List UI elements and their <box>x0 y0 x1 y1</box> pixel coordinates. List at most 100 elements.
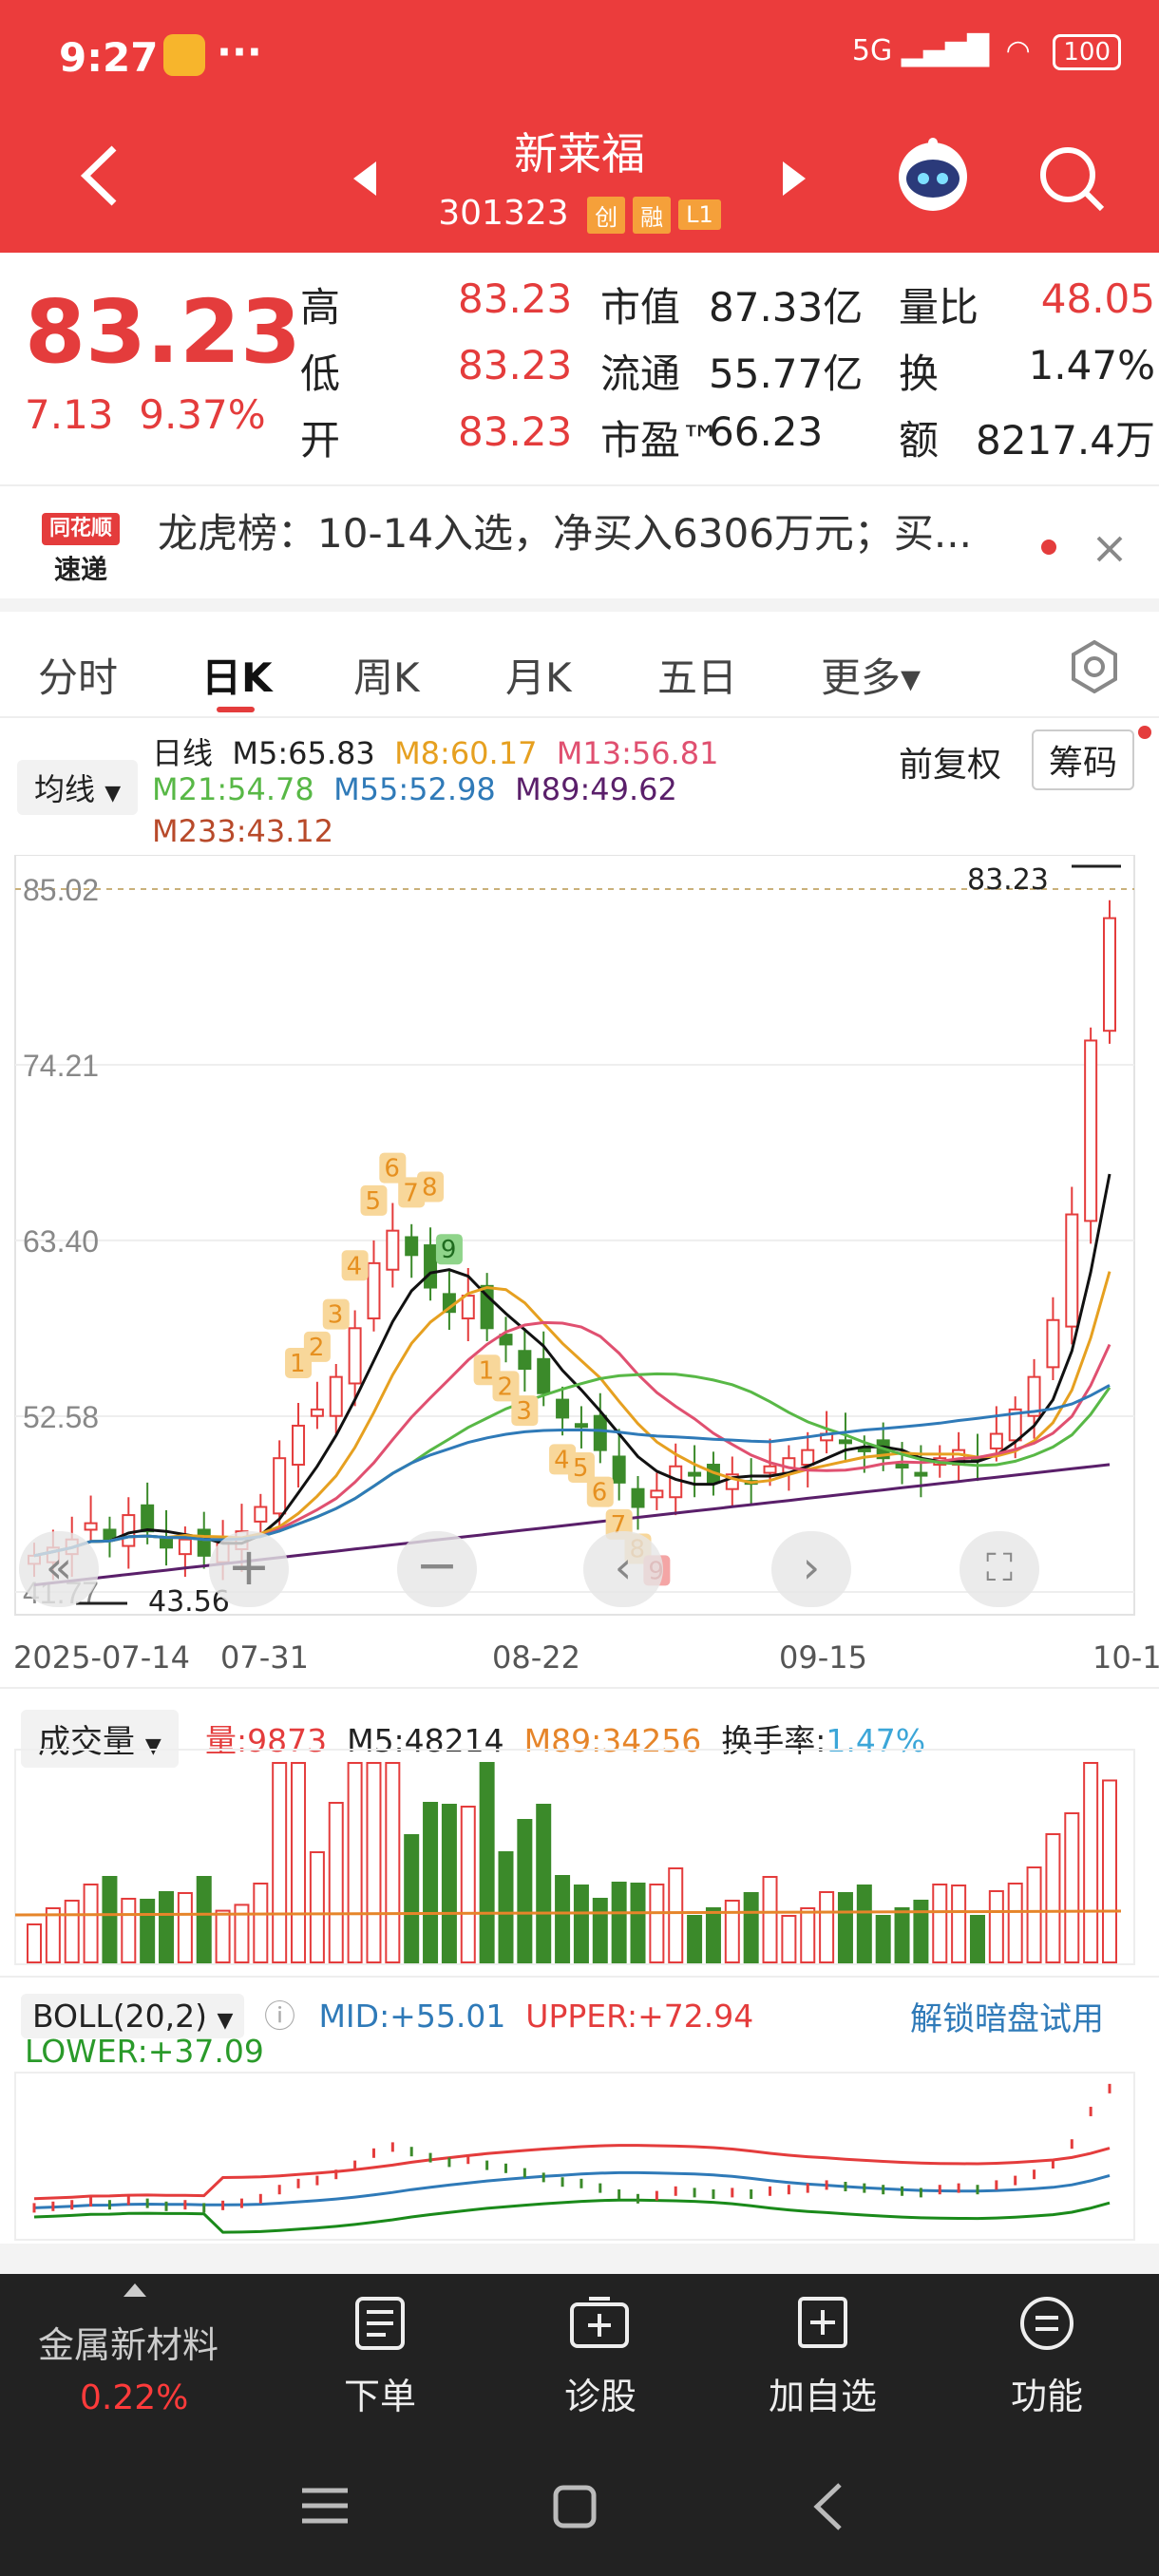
volume-bar <box>932 1884 948 1963</box>
volume-bar <box>121 1898 137 1963</box>
close-icon[interactable] <box>1092 532 1127 566</box>
label-pe: 市盈™ <box>600 417 721 464</box>
tab-intraday[interactable]: 分时 <box>38 654 119 701</box>
ma-legend-line1: 日线 M5:65.83 M8:60.17 M13:56.81 <box>152 729 718 773</box>
settings-icon[interactable] <box>1068 640 1121 693</box>
news-logo-bottom: 速递 <box>53 554 107 585</box>
volume-bar <box>291 1762 307 1963</box>
zoom-in-icon[interactable]: + <box>209 1531 289 1607</box>
y-tick-label: 63.40 <box>23 1224 99 1259</box>
divider <box>0 484 1159 486</box>
tab-weekly-k[interactable]: 周K <box>353 654 420 701</box>
function-button[interactable]: 功能 <box>1010 2376 1083 2417</box>
volume-bar <box>27 1923 42 1963</box>
ma-title: 日线 <box>152 735 214 771</box>
boll-chart[interactable] <box>0 2071 1159 2242</box>
back-nav-icon[interactable] <box>809 2481 847 2532</box>
nine-up-badge <box>341 1250 369 1281</box>
add-watchlist-button[interactable]: 加自选 <box>768 2376 877 2417</box>
diagnose-icon[interactable] <box>568 2295 631 2352</box>
boll-mid-line <box>33 2170 1111 2209</box>
next-stock-icon[interactable] <box>779 160 808 198</box>
candle-body <box>461 1295 475 1320</box>
tab-daily-k[interactable]: 日K <box>201 654 273 701</box>
tab-more[interactable]: 更多▾ <box>821 654 922 701</box>
volume-selector[interactable]: 成交量 ▼ <box>21 1710 179 1768</box>
divider <box>0 1976 1159 1978</box>
volume-bar <box>328 1802 344 1963</box>
volume-bar <box>385 1762 401 1963</box>
vol-m5: M5:48214 <box>347 1722 504 1759</box>
back-icon[interactable] <box>76 142 124 209</box>
home-icon[interactable] <box>553 2485 597 2529</box>
volume-chart[interactable] <box>0 1748 1159 1966</box>
volume-bar <box>1007 1883 1023 1963</box>
tab-five-day[interactable]: 五日 <box>657 654 738 701</box>
ma21-label: M21:54.78 <box>152 771 314 807</box>
y-tick-label: 85.02 <box>23 873 99 907</box>
candle-body <box>593 1414 607 1451</box>
scroll-right-icon[interactable]: › <box>771 1531 851 1607</box>
robot-assistant-icon[interactable] <box>893 135 973 215</box>
high-annotation: 83.23 <box>967 863 1049 897</box>
ma13-label: M13:56.81 <box>556 735 719 771</box>
volume-frame <box>14 1749 1135 1965</box>
nine-down-badge <box>586 1476 614 1507</box>
quote-row: 开 83.23 市盈™ 66.23 额 8217.4万 <box>300 408 1155 475</box>
add-watchlist-icon[interactable] <box>796 2295 849 2352</box>
tab-monthly-k[interactable]: 月K <box>505 654 572 701</box>
fullscreen-icon[interactable]: ⛶ <box>960 1531 1039 1607</box>
volume-bar <box>762 1876 778 1963</box>
unlock-trial-link[interactable]: 解锁暗盘试用 <box>910 2000 1104 2038</box>
zoom-out-icon[interactable]: − <box>397 1531 477 1607</box>
candle-body <box>556 1398 570 1419</box>
candle-body <box>178 1538 192 1556</box>
order-icon[interactable] <box>353 2295 407 2352</box>
volume-bar <box>253 1883 269 1963</box>
help-icon[interactable]: ⓘ <box>263 1998 295 2035</box>
y-tick-label: 52.58 <box>23 1400 99 1434</box>
value-volratio: 48.05 <box>1040 275 1155 322</box>
stock-name: 新莱福 <box>514 128 645 180</box>
quote-row: 高 83.23 市值 87.33亿 量比 48.05 <box>300 275 1155 342</box>
prev-stock-icon[interactable] <box>352 160 380 198</box>
volume-title: 成交量 <box>38 1723 135 1761</box>
diagnose-button[interactable]: 诊股 <box>563 2376 636 2417</box>
tag-l1: L1 <box>678 199 721 230</box>
chip-distribution-button[interactable]: 筹码 <box>1032 729 1135 790</box>
ma-selector[interactable]: 均线 ▼ <box>17 760 139 815</box>
boll-selector[interactable]: BOLL(20,2) ▼ <box>21 1994 245 2038</box>
candle-body <box>405 1236 419 1257</box>
label-float: 流通 <box>600 350 681 397</box>
expand-up-icon[interactable] <box>124 2283 146 2297</box>
badge-dot <box>1138 726 1151 739</box>
nine-up-label: 8 <box>422 1174 438 1203</box>
adjust-mode[interactable]: 前复权 <box>899 746 1002 785</box>
sector-name[interactable]: 金属新材料 <box>38 2324 219 2366</box>
nine-up-label: 3 <box>328 1301 344 1330</box>
network-label: 5G <box>851 34 893 67</box>
candle-body <box>292 1424 306 1467</box>
quote-row: 低 83.23 流通 55.77亿 换 1.47% <box>300 342 1155 408</box>
news-headline[interactable]: 龙虎榜：10-14入选，净买入6306万元；买... <box>158 510 972 557</box>
candlestick-chart[interactable]: 85.0274.2163.4052.5841.77123456789123456… <box>0 855 1159 1672</box>
nine-down-label: 5 <box>573 1454 589 1483</box>
search-icon[interactable] <box>1036 142 1108 215</box>
candle-body <box>1103 917 1116 1032</box>
nine-up-label: 9 <box>441 1236 457 1264</box>
y-tick-label: 74.21 <box>23 1049 99 1083</box>
boll-mid: MID:+55.01 <box>318 1998 506 2035</box>
volume-bar <box>573 1885 589 1963</box>
nine-up-badge <box>417 1171 445 1203</box>
sector-change: 0.22% <box>80 2378 189 2417</box>
candle-body <box>612 1455 626 1484</box>
scroll-left-icon[interactable]: ‹ <box>583 1531 663 1607</box>
volume-bar <box>592 1898 608 1963</box>
rewind-icon[interactable]: « <box>19 1531 99 1607</box>
menu-icon[interactable] <box>300 2485 350 2529</box>
candle-body <box>1027 1375 1041 1417</box>
volume-bar <box>819 1891 835 1963</box>
order-button[interactable]: 下单 <box>343 2376 416 2417</box>
candle-body <box>857 1447 871 1452</box>
function-icon[interactable] <box>1018 2295 1075 2352</box>
